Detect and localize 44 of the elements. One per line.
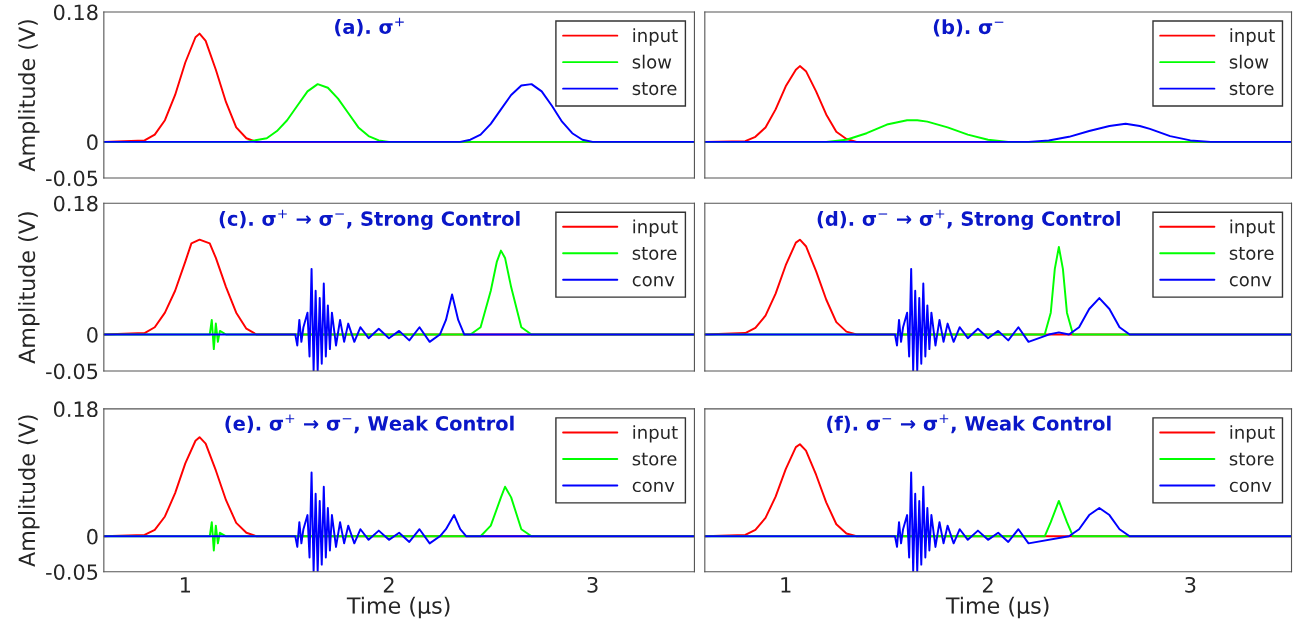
y-tick-label: -0.05	[46, 564, 98, 580]
legend-label: conv	[632, 481, 675, 493]
y-tick-label: -0.05	[46, 363, 98, 380]
legend-label: input	[1230, 425, 1275, 443]
legend-label: conv	[1229, 481, 1272, 493]
x-axis-title: Time (μs)	[945, 596, 1049, 619]
chart-title: (b). σ$^{−}$	[933, 19, 1004, 37]
legend-label: input	[633, 425, 678, 443]
chart-title: (a). σ$^{+}$	[335, 17, 404, 37]
y-tick-label: 0	[87, 134, 98, 151]
x-tick-label: 2	[383, 576, 394, 593]
legend-label: store	[632, 82, 677, 96]
chart-title: (e). σ$^{+}$ → σ$^{−}$, Weak Control	[225, 414, 514, 434]
chart-title: (d). σ$^{−}$ → σ$^{+}$, Strong Control	[817, 209, 1120, 230]
y-tick-label: 0.18	[53, 401, 98, 418]
legend-label: slow	[632, 54, 672, 69]
legend-label: slow	[1229, 54, 1269, 69]
y-axis-title: Amplitude (V)	[18, 415, 40, 567]
legend-label: input	[1230, 219, 1275, 237]
legend-label: input	[633, 219, 678, 237]
legend-label: conv	[632, 276, 675, 287]
legend-label: store	[1229, 452, 1274, 466]
y-tick-label: 0.18	[53, 4, 98, 21]
chart-title: (c). σ$^{+}$ → σ$^{−}$, Strong Control	[219, 209, 520, 230]
x-tick-label: 2	[982, 576, 993, 593]
y-axis-title: Amplitude (V)	[18, 20, 40, 172]
y-tick-label: 0.18	[53, 195, 98, 212]
x-axis-title: Time (μs)	[346, 596, 450, 619]
y-tick-label: -0.05	[46, 170, 98, 187]
legend-label: store	[1229, 246, 1274, 260]
legend-label: store	[632, 246, 677, 260]
x-tick-label: 1	[781, 577, 791, 593]
legend-label: input	[1230, 28, 1275, 46]
legend-label: conv	[1229, 276, 1272, 287]
legend-label: store	[1229, 82, 1274, 96]
x-tick-label: 3	[1185, 576, 1196, 593]
y-tick-label: 0	[87, 326, 98, 343]
legend-label: store	[632, 452, 677, 466]
x-tick-label: 3	[587, 576, 598, 593]
x-tick-label: 1	[180, 577, 190, 593]
y-tick-label: 0	[87, 528, 98, 545]
chart-title: (f). σ$^{−}$ → σ$^{+}$, Weak Control	[827, 414, 1111, 434]
y-axis-title: Amplitude (V)	[18, 212, 40, 364]
legend-label: input	[633, 28, 678, 46]
